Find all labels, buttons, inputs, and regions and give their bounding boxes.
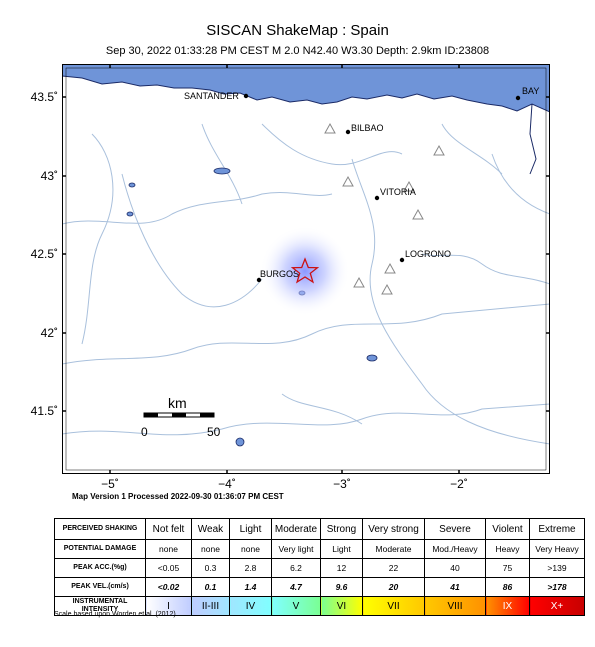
legend-cell: Very Heavy — [529, 539, 585, 559]
legend-cell: Moderate — [362, 539, 425, 559]
legend-cell: Light — [320, 539, 363, 559]
city-label-burgos: BURGOS — [260, 269, 299, 279]
legend-cell: 0.3 — [191, 558, 230, 578]
legend-cell: 22 — [362, 558, 425, 578]
lon-label: −2˚ — [450, 477, 468, 491]
city-label-bay: BAY — [522, 86, 539, 96]
legend-cell: <0.02 — [145, 577, 192, 597]
legend-head: PERCEIVED SHAKING — [54, 518, 146, 540]
legend-cell: 6.2 — [271, 558, 321, 578]
legend-row-damage: POTENTIAL DAMAGE none none none Very lig… — [54, 539, 585, 559]
lat-label: 41.5˚ — [30, 404, 58, 418]
legend-cell: 75 — [485, 558, 530, 578]
triangle-icon — [433, 144, 445, 156]
city-label-vitoria: VITORIA — [380, 187, 416, 197]
frame-ticks — [62, 64, 550, 474]
legend-cell: Light — [229, 518, 272, 540]
triangle-icon — [403, 180, 415, 192]
legend-cell: 86 — [485, 577, 530, 597]
triangle-icon — [381, 283, 393, 295]
coastline — [529, 103, 537, 175]
lat-label: 43.5˚ — [30, 90, 58, 104]
legend-cell: 0.1 — [191, 577, 230, 597]
scale-start: 0 — [141, 425, 148, 439]
star-icon[interactable] — [290, 257, 320, 284]
sea-area — [62, 64, 550, 113]
map-version: Map Version 1 Processed 2022-09-30 01:36… — [72, 492, 284, 501]
rivers — [62, 123, 550, 445]
legend-cell: Weak — [191, 518, 230, 540]
legend-row-intensity: INSTRUMENTAL INTENSITY I II-III IV V VI … — [54, 596, 585, 616]
city-dots — [243, 93, 521, 283]
legend-head: PEAK ACC.(%g) — [54, 558, 146, 578]
legend-cell: Heavy — [485, 539, 530, 559]
legend-cell: 2.8 — [229, 558, 272, 578]
legend-cell: Violent — [485, 518, 530, 540]
legend-cell: Strong — [320, 518, 363, 540]
scale-bar — [143, 412, 215, 418]
intensity-swatch: V — [271, 596, 321, 616]
legend-cell: >139 — [529, 558, 585, 578]
scale-note: Scale based upon Worden et al. (2012) — [54, 611, 176, 618]
legend-cell: <0.05 — [145, 558, 192, 578]
city-label-santander: SANTANDER — [184, 91, 239, 101]
intensity-swatch: IX — [485, 596, 530, 616]
legend-cell: >178 — [529, 577, 585, 597]
legend-head: PEAK VEL.(cm/s) — [54, 577, 146, 597]
lat-label: 43˚ — [40, 169, 58, 183]
legend-cell: none — [229, 539, 272, 559]
intensity-swatch: I — [145, 596, 192, 616]
legend-row-acc: PEAK ACC.(%g) <0.05 0.3 2.8 6.2 12 22 40… — [54, 558, 585, 578]
legend-cell: 20 — [362, 577, 425, 597]
legend-cell: 4.7 — [271, 577, 321, 597]
intensity-swatch: II-III — [191, 596, 230, 616]
shakemap[interactable]: SANTANDER BAY BILBAO VITORIA LOGRONO BUR… — [62, 64, 550, 474]
legend-cell: Extreme — [529, 518, 585, 540]
intensity-swatch: X+ — [529, 596, 585, 616]
lon-label: −4˚ — [218, 477, 236, 491]
legend-cell: 1.4 — [229, 577, 272, 597]
legend-cell: 41 — [424, 577, 486, 597]
legend-cell: Mod./Heavy — [424, 539, 486, 559]
legend-cell: Severe — [424, 518, 486, 540]
intensity-contour — [260, 226, 350, 316]
triangle-icon — [353, 276, 365, 288]
scale-end: 50 — [207, 425, 221, 439]
intensity-legend: PERCEIVED SHAKING Not felt Weak Light Mo… — [54, 518, 585, 616]
legend-cell: Very strong — [362, 518, 425, 540]
legend-cell: Moderate — [271, 518, 321, 540]
triangle-icon — [412, 208, 424, 220]
intensity-swatch: IV — [229, 596, 272, 616]
legend-cell: 40 — [424, 558, 486, 578]
lon-label: −5˚ — [101, 477, 119, 491]
lat-label: 42˚ — [40, 326, 58, 340]
triangle-icon — [342, 175, 354, 187]
legend-cell: Not felt — [145, 518, 192, 540]
intensity-swatch: VII — [362, 596, 425, 616]
legend-row-shaking: PERCEIVED SHAKING Not felt Weak Light Mo… — [54, 518, 585, 540]
legend-cell: none — [145, 539, 192, 559]
map-title: SISCAN ShakeMap : Spain — [206, 22, 389, 39]
legend-cell: 9.6 — [320, 577, 363, 597]
legend-row-vel: PEAK VEL.(cm/s) <0.02 0.1 1.4 4.7 9.6 20… — [54, 577, 585, 597]
legend-head: POTENTIAL DAMAGE — [54, 539, 146, 559]
triangle-icon — [324, 122, 336, 134]
map-frame — [62, 64, 550, 474]
triangle-icon — [384, 262, 396, 274]
lat-label: 42.5˚ — [30, 247, 58, 261]
legend-head: INSTRUMENTAL INTENSITY — [54, 596, 146, 616]
lon-label: −3˚ — [333, 477, 351, 491]
legend-cell: none — [191, 539, 230, 559]
city-label-bilbao: BILBAO — [351, 123, 384, 133]
city-label-logrono: LOGRONO — [405, 249, 451, 259]
scale-unit: km — [168, 395, 187, 411]
legend-cell: 12 — [320, 558, 363, 578]
intensity-swatch: VIII — [424, 596, 486, 616]
stations — [324, 122, 445, 295]
intensity-swatch: VI — [320, 596, 363, 616]
event-info: Sep 30, 2022 01:33:28 PM CEST M 2.0 N42.… — [105, 45, 490, 57]
legend-cell: Very light — [271, 539, 321, 559]
